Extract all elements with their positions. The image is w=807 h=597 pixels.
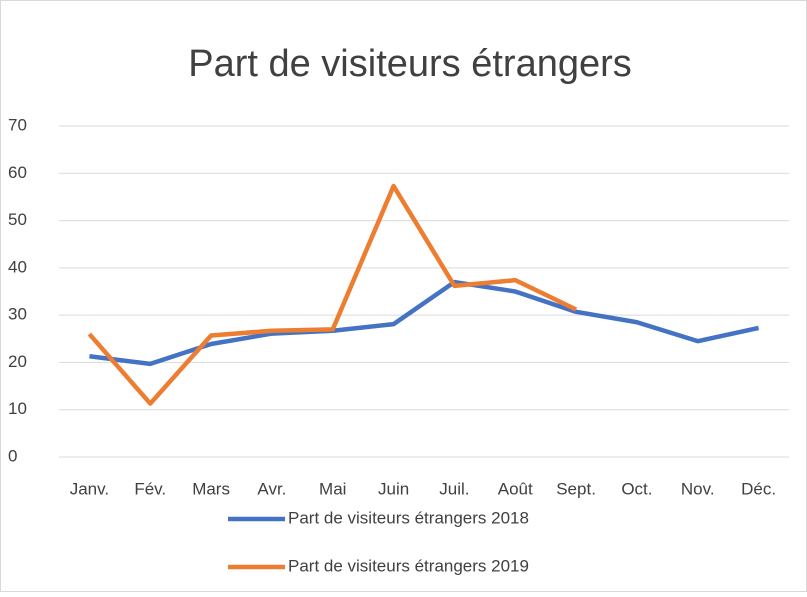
y-tick-label: 50 [8, 210, 27, 229]
series-line [87, 183, 578, 406]
x-tick-label: Janv. [70, 479, 109, 498]
x-tick-label: Mars [192, 479, 230, 498]
x-tick-label: Juin [378, 479, 409, 498]
x-tick-label: Déc. [741, 479, 776, 498]
x-tick-label: Fév. [134, 479, 166, 498]
y-tick-label: 60 [8, 163, 27, 182]
y-tick-label: 40 [8, 257, 27, 276]
chart-title: Part de visiteurs étrangers [188, 43, 632, 85]
y-tick-label: 30 [8, 305, 27, 324]
y-tick-label: 0 [8, 446, 17, 465]
x-tick-label: Sept. [556, 479, 596, 498]
y-tick-label: 20 [8, 352, 27, 371]
x-tick-label: Juil. [439, 479, 469, 498]
x-tick-label: Oct. [621, 479, 652, 498]
y-tick-label: 10 [8, 399, 27, 418]
x-tick-label: Mai [319, 479, 346, 498]
legend-label: Part de visiteurs étrangers 2019 [288, 556, 529, 575]
x-tick-label: Août [498, 479, 533, 498]
x-tick-label: Avr. [257, 479, 286, 498]
y-tick-label: 70 [8, 115, 27, 134]
x-tick-label: Nov. [681, 479, 715, 498]
legend-label: Part de visiteurs étrangers 2018 [288, 508, 529, 527]
